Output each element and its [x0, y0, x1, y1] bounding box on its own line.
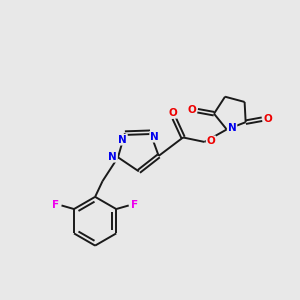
Text: N: N [118, 135, 127, 145]
Text: N: N [228, 123, 236, 133]
Text: N: N [108, 152, 117, 162]
Text: F: F [52, 200, 59, 211]
Text: O: O [264, 114, 272, 124]
Text: F: F [131, 200, 138, 211]
Text: O: O [187, 105, 196, 115]
Text: O: O [207, 136, 215, 146]
Text: N: N [150, 132, 159, 142]
Text: O: O [168, 108, 177, 118]
